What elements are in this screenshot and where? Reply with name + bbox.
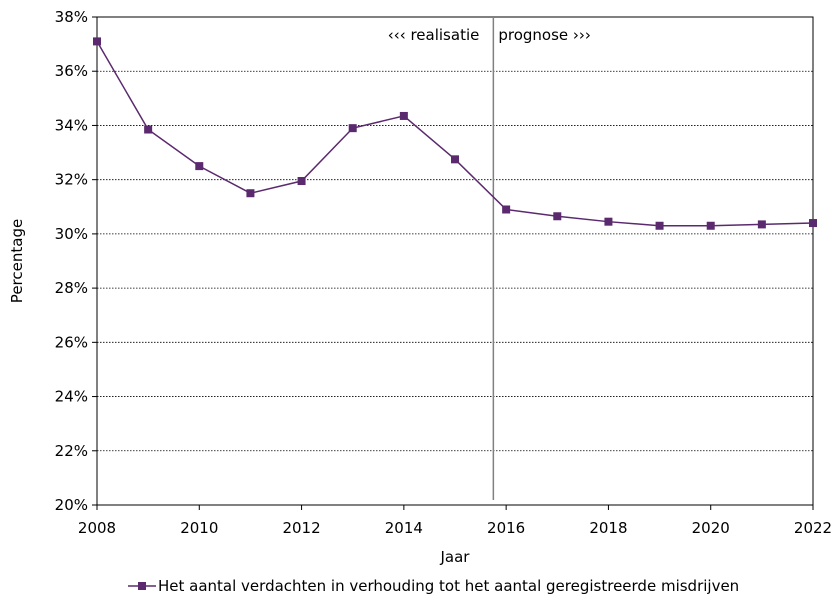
annotation-realisatie: ‹‹‹ realisatie — [388, 26, 480, 44]
data-point — [144, 125, 153, 134]
x-tick-label: 2020 — [692, 519, 730, 537]
x-tick-label: 2018 — [589, 519, 627, 537]
plot-area-frame — [96, 16, 814, 506]
x-tick-label: 2022 — [794, 519, 832, 537]
data-point — [297, 177, 306, 186]
x-tick-label: 2008 — [78, 519, 116, 537]
data-point — [502, 205, 511, 214]
data-point — [553, 212, 562, 221]
y-tick-label: 32% — [55, 171, 88, 189]
y-tick-label: 20% — [55, 496, 88, 514]
data-point — [706, 221, 715, 230]
y-axis-title: Percentage — [8, 219, 26, 303]
series-line — [96, 41, 814, 227]
x-axis-ticks: 2008 2010 2012 2014 2016 2018 2020 2022 — [78, 505, 832, 537]
data-point — [757, 220, 766, 229]
data-point — [655, 221, 664, 230]
series-layer — [93, 37, 817, 230]
legend: Het aantal verdachten in verhouding tot … — [128, 577, 739, 595]
data-point — [399, 111, 408, 120]
y-tick-label: 26% — [55, 333, 88, 351]
grid-lines — [97, 70, 813, 452]
data-point — [246, 189, 255, 198]
data-point — [451, 155, 459, 164]
y-axis-ticks: 20% 22% 24% 26% 28% 30% 32% 34% 36% 38% — [55, 8, 97, 514]
x-tick-label: 2014 — [385, 519, 423, 537]
y-tick-label: 28% — [55, 279, 88, 297]
legend-marker-swatch — [138, 582, 146, 590]
y-tick-label: 36% — [55, 62, 88, 80]
data-point — [348, 124, 357, 133]
data-point — [195, 162, 204, 171]
x-tick-label: 2016 — [487, 519, 525, 537]
y-tick-label: 30% — [55, 225, 88, 243]
legend-label: Het aantal verdachten in verhouding tot … — [158, 577, 739, 595]
y-tick-label: 34% — [55, 116, 88, 134]
annotation-prognose: prognose ››› — [498, 26, 591, 44]
data-point — [604, 217, 613, 226]
data-point — [809, 219, 817, 228]
x-tick-label: 2012 — [282, 519, 320, 537]
y-tick-label: 22% — [55, 442, 88, 460]
x-axis-title: Jaar — [440, 548, 471, 566]
data-point — [93, 37, 101, 46]
x-tick-label: 2010 — [180, 519, 218, 537]
y-tick-label: 24% — [55, 388, 88, 406]
y-tick-label: 38% — [55, 8, 88, 26]
